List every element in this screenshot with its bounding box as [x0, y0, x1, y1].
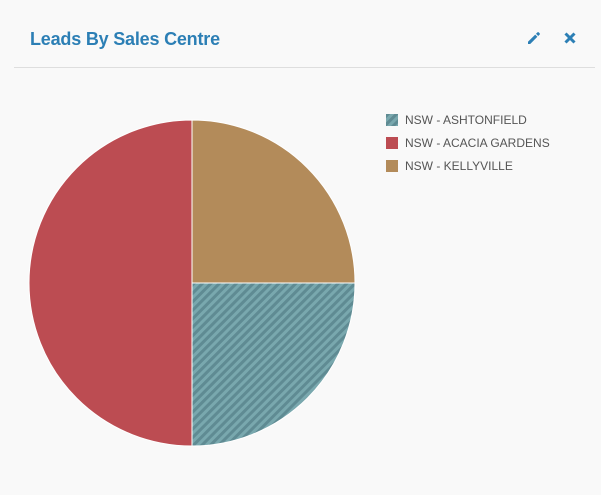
pencil-icon: [528, 32, 540, 44]
chart-legend: NSW - ASHTONFIELD NSW - ACACIA GARDENS N…: [386, 108, 550, 177]
legend-item-acacia-gardens[interactable]: NSW - ACACIA GARDENS: [386, 131, 550, 154]
close-icon: [564, 32, 576, 44]
legend-label-kellyville: NSW - KELLYVILLE: [405, 158, 513, 173]
legend-item-ashtonfield[interactable]: NSW - ASHTONFIELD: [386, 108, 550, 131]
close-button[interactable]: [560, 28, 580, 48]
legend-label-ashtonfield: NSW - ASHTONFIELD: [405, 112, 527, 127]
legend-swatch-acacia-gardens: [386, 136, 398, 149]
pie-slice-nsw-acacia-gardens[interactable]: [28, 119, 193, 447]
pie-slice-nsw-ashtonfield[interactable]: [191, 282, 356, 447]
chart-area: [0, 68, 601, 495]
legend-item-kellyville[interactable]: NSW - KELLYVILLE: [386, 154, 550, 177]
widget-header: Leads By Sales Centre: [14, 0, 595, 68]
pie-slice-nsw-kellyville[interactable]: [191, 119, 356, 284]
widget-title: Leads By Sales Centre: [30, 29, 220, 49]
legend-swatch-kellyville: [386, 159, 398, 172]
pie-chart: [28, 119, 356, 447]
legend-swatch-ashtonfield: [386, 113, 398, 126]
legend-label-acacia-gardens: NSW - ACACIA GARDENS: [405, 135, 550, 150]
edit-button[interactable]: [524, 28, 544, 48]
